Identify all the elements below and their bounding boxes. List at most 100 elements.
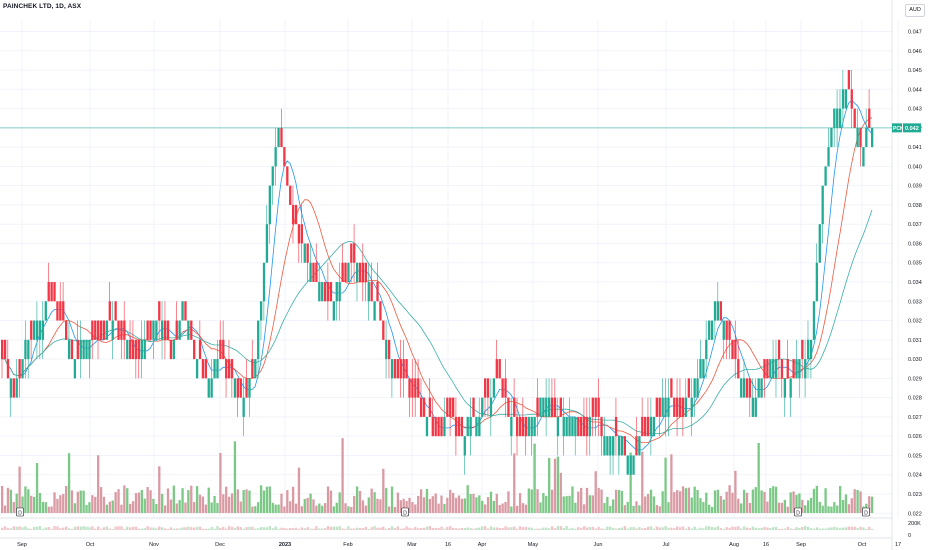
price-tag-value: 0.042 [905, 126, 919, 132]
candle-body [646, 416, 650, 437]
volume-bar [737, 498, 740, 513]
x-tick-label: Feb [343, 542, 352, 548]
volume-bar [716, 489, 720, 513]
candle-body [699, 359, 702, 379]
volume-bar [422, 497, 426, 513]
candle-body [347, 262, 350, 283]
volume-bar [582, 504, 586, 513]
x-tick-label: May [528, 542, 539, 548]
volume-bar [294, 503, 298, 513]
volume-bar [123, 485, 126, 513]
indicator-bar [856, 528, 859, 530]
grid [0, 20, 899, 517]
candle-body [635, 436, 638, 456]
indicator-bar [102, 527, 106, 530]
indicator-bar [728, 527, 731, 530]
indicator-bar [9, 528, 13, 530]
candle-body [548, 397, 551, 417]
candle-body [126, 339, 129, 360]
volume-bar [152, 498, 155, 513]
indicator-bar [239, 527, 242, 530]
indicator-bar [559, 526, 562, 530]
volume-bar [818, 501, 821, 513]
indicator-bar [638, 527, 641, 530]
candle-body [257, 320, 260, 360]
candle-body [713, 301, 717, 321]
indicator-bar [187, 526, 190, 530]
indicator-bar [783, 528, 787, 530]
candle-body [801, 339, 804, 360]
candle-body [318, 282, 321, 302]
indicator-bar [827, 527, 830, 530]
volume-bar [789, 492, 792, 513]
volume-bar [681, 486, 685, 513]
candle-body [114, 301, 117, 321]
volume-bar [140, 489, 143, 513]
candle-body [690, 397, 693, 417]
indicator-bar [719, 528, 723, 530]
candle-body [216, 359, 219, 379]
volume-bar [655, 505, 658, 513]
candle-body [708, 320, 711, 340]
candle-body [82, 339, 85, 360]
indicator-bar [300, 527, 304, 530]
y-tick-label: 0.035 [908, 261, 922, 267]
x-tick-label: Apr [478, 542, 487, 548]
y-tick-label: 0.043 [908, 107, 922, 113]
candle-body [99, 320, 103, 340]
volume-bar [769, 488, 772, 513]
indicator-bar [143, 528, 146, 530]
volume-bar [62, 493, 65, 513]
indicator-bar [30, 528, 33, 530]
volume-bar [556, 456, 560, 513]
candle-body [306, 243, 309, 263]
volume-bar [158, 466, 161, 513]
volume-bar [225, 486, 228, 513]
volume-bar [303, 498, 306, 513]
volume-bar [815, 485, 819, 513]
volume-bar [207, 487, 210, 513]
volume-bar [431, 496, 434, 513]
volume-bar [219, 452, 222, 513]
volume-bar [47, 506, 50, 513]
indicator-bar [792, 528, 795, 530]
candle-body [30, 320, 33, 340]
candle-body [33, 320, 36, 340]
candle-body [836, 108, 839, 128]
indicator-bar [303, 528, 306, 530]
y-tick-label: 0.044 [908, 87, 922, 93]
volume-bar [12, 502, 15, 513]
candle-body [15, 378, 18, 398]
indicator-bar [504, 526, 507, 530]
volume-bar [469, 494, 472, 513]
indicator-bar [105, 526, 109, 530]
volume-bar [91, 495, 94, 513]
volume-bar [323, 503, 327, 513]
candle-body [588, 416, 592, 437]
indicator-bar [120, 526, 123, 530]
y-tick-label: 0.032 [908, 319, 922, 325]
candle-body [70, 339, 74, 360]
indicator-bar [760, 527, 763, 530]
candle-body [373, 301, 376, 321]
indicator-bar [780, 528, 784, 530]
volume-bar [612, 499, 615, 513]
y-tick-label: 0.028 [908, 396, 922, 402]
currency-button[interactable]: AUD [905, 4, 925, 17]
candle-body [481, 397, 484, 417]
indicator-bar [56, 526, 59, 530]
volume-bar [731, 492, 734, 513]
candle-body [795, 359, 798, 379]
event-marker-label: D [403, 511, 407, 517]
indicator-bar [364, 526, 368, 530]
y-tick-label: 0.038 [908, 203, 922, 209]
candle-body [600, 416, 603, 437]
candle-body [341, 262, 344, 283]
volume-bar [204, 504, 207, 513]
candle-body [387, 339, 391, 360]
candle-body [175, 320, 178, 340]
candle-body [396, 359, 400, 379]
volume-bar [513, 453, 516, 513]
